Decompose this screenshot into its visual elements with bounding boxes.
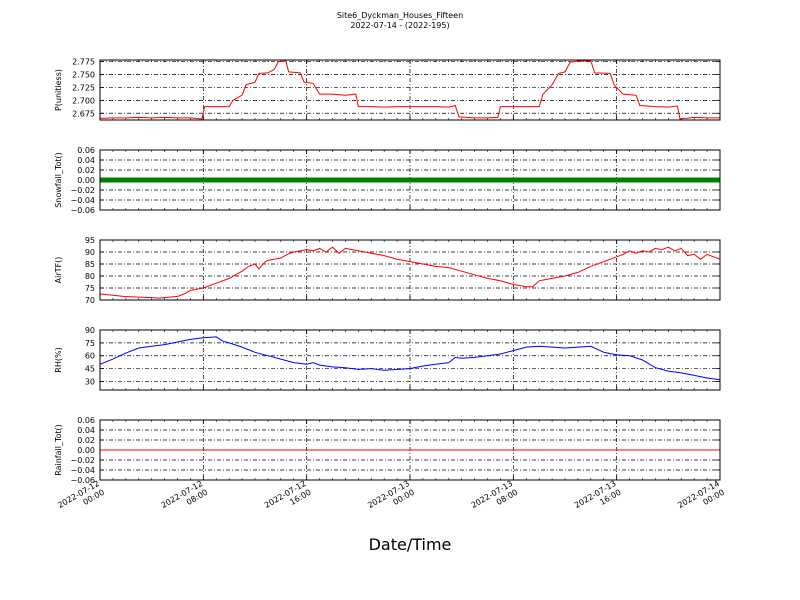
y-tick-label: 75 — [85, 284, 95, 293]
chart-panel-3: 70 75 80 85 90 95 AirTF() — [54, 236, 721, 305]
x-axis-label: Date/Time — [369, 535, 452, 554]
y-tick-label: 0.02 — [77, 436, 95, 445]
series-group — [100, 336, 720, 381]
chart-title: Site6_Dyckman_Houses_Fifteen — [337, 11, 463, 20]
y-tick-label: 85 — [85, 260, 95, 269]
series-line — [100, 60, 720, 120]
y-tick-label: 60 — [85, 352, 95, 361]
y-tick-label: −0.02 — [70, 456, 95, 465]
panel-frame — [99, 329, 721, 391]
y-tick-label: 45 — [85, 365, 95, 374]
y-tick-label: −0.02 — [70, 186, 95, 195]
y-tick-label: 75 — [85, 339, 95, 348]
y-tick-label: 2.775 — [72, 58, 95, 67]
y-tick-label: 90 — [85, 326, 95, 335]
panels-group: 2.675 2.700 2.725 2.750 2.775 P(unitless) −0.0… — [54, 58, 721, 485]
y-tick-label: 70 — [85, 296, 95, 305]
series-line — [100, 336, 720, 381]
y-tick-label: 0.04 — [77, 156, 95, 165]
y-tick-label: 0.04 — [77, 426, 95, 435]
y-tick-label: −0.04 — [70, 196, 95, 205]
y-tick-label: 2.725 — [72, 83, 95, 92]
chart-subtitle: 2022-07-14 - (2022-195) — [350, 21, 449, 30]
panel-frame — [99, 419, 721, 481]
y-tick-label: −0.04 — [70, 466, 95, 475]
y-axis-label: AirTF() — [54, 257, 63, 284]
y-tick-label: 2.750 — [72, 70, 95, 79]
y-tick-label: −0.06 — [70, 206, 95, 215]
y-tick-label: 0.02 — [77, 166, 95, 175]
y-tick-label: 80 — [85, 272, 95, 281]
y-tick-label: −0.06 — [70, 476, 95, 485]
panel-frame — [99, 59, 721, 121]
y-tick-label: 30 — [85, 377, 95, 386]
chart-panel-1: 2.675 2.700 2.725 2.750 2.775 P(unitless) — [54, 58, 721, 121]
series-line — [100, 246, 720, 299]
series-group — [100, 246, 720, 299]
y-axis-label: RH(%) — [54, 347, 63, 372]
y-tick-label: 95 — [85, 236, 95, 245]
y-axis-label: Rainfall_Tot() — [54, 424, 63, 476]
y-tick-label: 0.06 — [77, 416, 95, 425]
y-tick-label: 90 — [85, 248, 95, 257]
panel-frame — [99, 149, 721, 211]
y-tick-label: 0.06 — [77, 146, 95, 155]
y-axis-label: P(unitless) — [54, 69, 63, 111]
series-group — [100, 60, 720, 120]
chart-panel-4: 30 45 60 75 90 RH(%) — [54, 326, 721, 391]
y-tick-label: 2.700 — [72, 96, 95, 105]
y-tick-label: 0.00 — [77, 446, 95, 455]
y-tick-label: 0.00 — [77, 176, 95, 185]
chart-panel-2: −0.06−0.04−0.020.000.020.040.06 Snowfall_… — [54, 146, 721, 215]
y-tick-label: 2.675 — [72, 109, 95, 118]
y-axis-label: Snowfall_Tot() — [54, 152, 63, 208]
chart-panel-5: −0.06−0.04−0.020.000.020.040.06 Rainfall_… — [54, 416, 721, 485]
panel-frame — [99, 239, 721, 301]
